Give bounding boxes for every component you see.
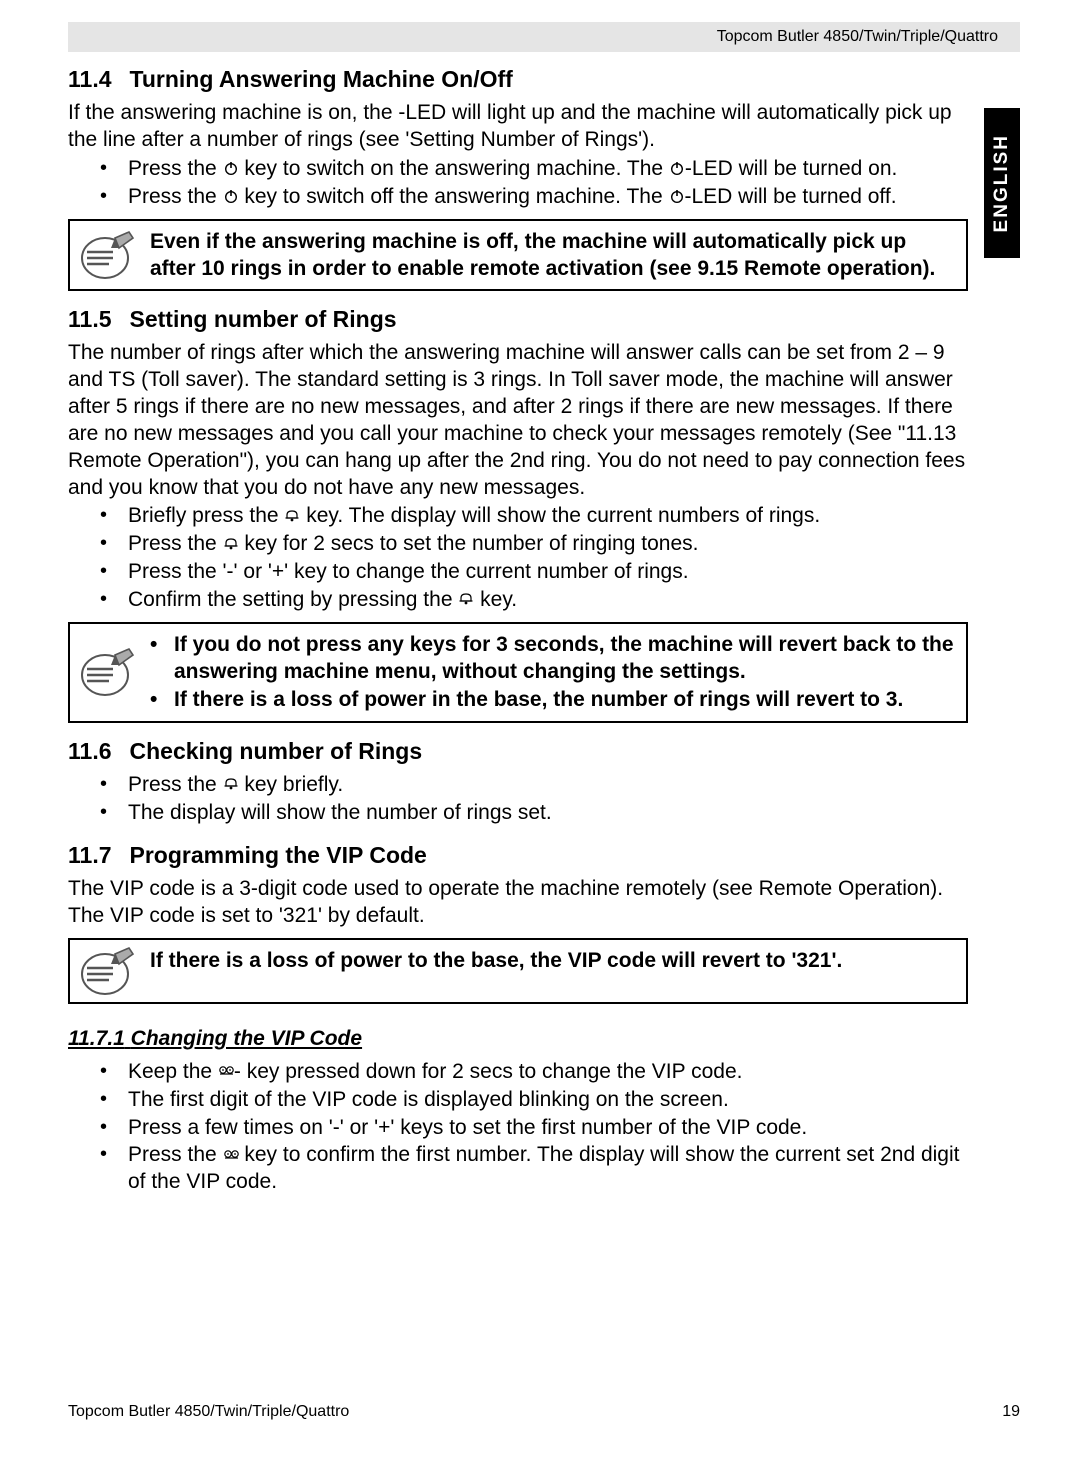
content: 11.4 Turning Answering Machine On/Off If… — [68, 65, 968, 1200]
bell-icon — [458, 590, 474, 606]
footer: Topcom Butler 4850/Twin/Triple/Quattro 1… — [68, 1403, 1020, 1421]
note-list-item: If you do not press any keys for 3 secon… — [150, 632, 956, 686]
note-box: If there is a loss of power to the base,… — [68, 938, 968, 1004]
list-item: Press the key to switch on the answering… — [100, 156, 968, 183]
power-icon — [223, 188, 239, 204]
list-item: Press the key briefly. — [100, 772, 968, 799]
list-item: The display will show the number of ring… — [100, 800, 968, 827]
note-list-item: If there is a loss of power in the base,… — [150, 687, 956, 714]
language-tab: ENGLISH — [984, 108, 1020, 258]
section-intro: The VIP code is a 3-digit code used to o… — [68, 876, 968, 930]
list-item: Press the key for 2 secs to set the numb… — [100, 531, 968, 558]
tape-icon — [218, 1062, 234, 1078]
section-intro: The number of rings after which the answ… — [68, 340, 968, 501]
section-number: 11.6 — [68, 737, 112, 766]
bullet-list: Press the key to switch on the answering… — [68, 156, 968, 211]
section-heading-11-4: 11.4 Turning Answering Machine On/Off — [68, 65, 968, 94]
section-number: 11.7 — [68, 841, 112, 870]
list-item: Press the key to confirm the first numbe… — [100, 1142, 968, 1196]
power-icon — [669, 188, 685, 204]
note-icon — [78, 647, 136, 697]
power-icon — [669, 160, 685, 176]
section-heading-11-7: 11.7 Programming the VIP Code — [68, 841, 968, 870]
bell-icon — [284, 507, 300, 523]
note-text: If you do not press any keys for 3 secon… — [150, 630, 956, 715]
list-item: Press the '-' or '+' key to change the c… — [100, 559, 968, 586]
subsection-heading-11-7-1: 11.7.1 Changing the VIP Code — [68, 1026, 968, 1053]
note-text: Even if the answering machine is off, th… — [150, 227, 956, 283]
note-text: If there is a loss of power to the base,… — [150, 946, 956, 975]
power-icon — [223, 160, 239, 176]
section-title: Checking number of Rings — [130, 737, 423, 766]
tape-icon — [223, 1146, 239, 1162]
list-item: Briefly press the key. The display will … — [100, 503, 968, 530]
list-item: Press a few times on '-' or '+' keys to … — [100, 1115, 968, 1142]
section-title: Programming the VIP Code — [130, 841, 427, 870]
language-label: ENGLISH — [991, 134, 1013, 232]
list-item: Confirm the setting by pressing the key. — [100, 587, 968, 614]
section-heading-11-6: 11.6 Checking number of Rings — [68, 737, 968, 766]
section-title: Turning Answering Machine On/Off — [130, 65, 513, 94]
header-product-name: Topcom Butler 4850/Twin/Triple/Quattro — [717, 28, 998, 46]
section-heading-11-5: 11.5 Setting number of Rings — [68, 305, 968, 334]
bell-icon — [223, 535, 239, 551]
section-number: 11.5 — [68, 305, 112, 334]
list-item: Press the key to switch off the answerin… — [100, 184, 968, 211]
list-item: The first digit of the VIP code is displ… — [100, 1087, 968, 1114]
page: Topcom Butler 4850/Twin/Triple/Quattro E… — [0, 0, 1080, 1459]
note-box: If you do not press any keys for 3 secon… — [68, 622, 968, 723]
list-item: Keep the - key pressed down for 2 secs t… — [100, 1059, 968, 1086]
footer-product-name: Topcom Butler 4850/Twin/Triple/Quattro — [68, 1403, 349, 1421]
note-box: Even if the answering machine is off, th… — [68, 219, 968, 291]
page-number: 19 — [1002, 1403, 1020, 1421]
note-icon — [78, 230, 136, 280]
bullet-list: Keep the - key pressed down for 2 secs t… — [68, 1059, 968, 1196]
section-title: Setting number of Rings — [130, 305, 397, 334]
header-bar: Topcom Butler 4850/Twin/Triple/Quattro — [68, 22, 1020, 52]
bullet-list: Briefly press the key. The display will … — [68, 503, 968, 614]
section-intro: If the answering machine is on, the -LED… — [68, 100, 968, 154]
bell-icon — [223, 775, 239, 791]
note-icon — [78, 946, 136, 996]
section-number: 11.4 — [68, 65, 112, 94]
bullet-list: Press the key briefly. The display will … — [68, 772, 968, 827]
